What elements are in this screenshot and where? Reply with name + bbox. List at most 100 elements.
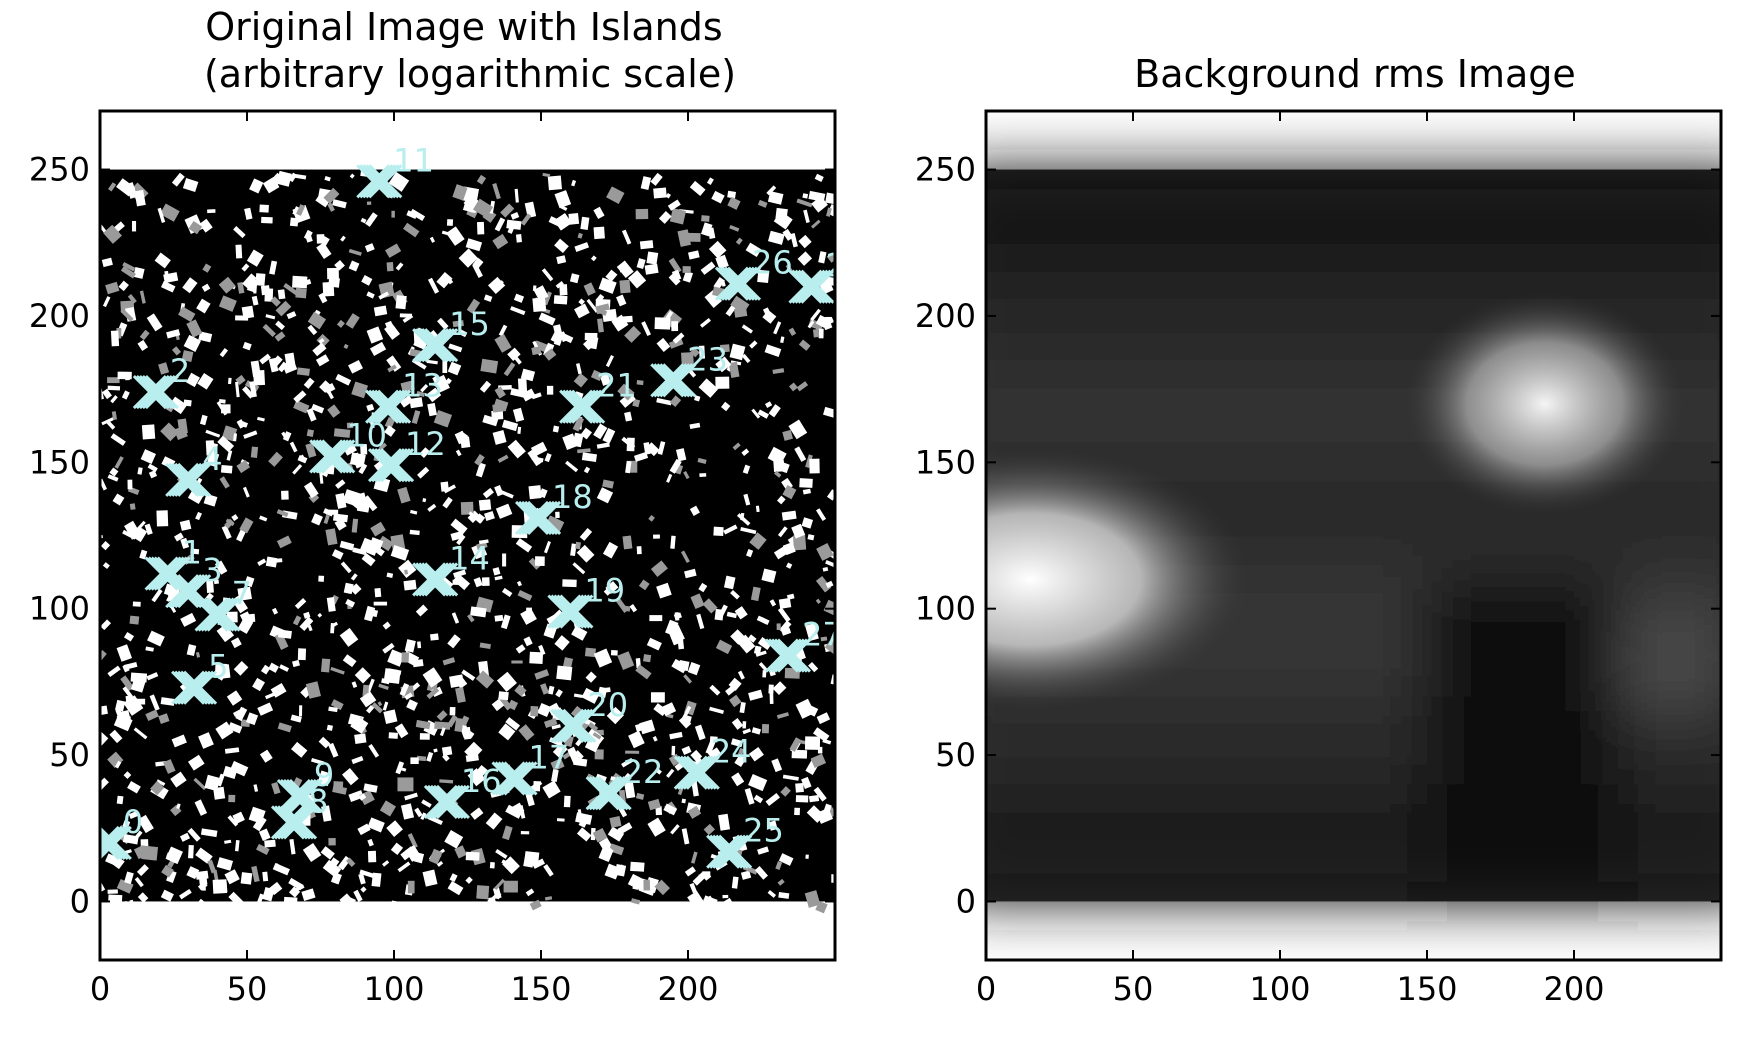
noise-speck bbox=[105, 281, 120, 295]
island-label: 0 bbox=[123, 803, 143, 841]
island-marker bbox=[150, 556, 185, 591]
island-marker bbox=[412, 562, 447, 597]
noise-speck bbox=[339, 540, 355, 551]
island-marker bbox=[367, 448, 403, 483]
island-25: 25 bbox=[706, 812, 784, 869]
noise-speck bbox=[646, 251, 659, 265]
noise-speck bbox=[543, 864, 554, 877]
noise-speck bbox=[122, 901, 132, 913]
noise-speck bbox=[311, 403, 325, 414]
noise-speck bbox=[805, 454, 813, 468]
island-marker bbox=[559, 594, 594, 629]
noise-speck bbox=[174, 532, 184, 542]
noise-speck bbox=[161, 864, 174, 878]
noise-speck bbox=[283, 283, 299, 296]
noise-speck bbox=[815, 508, 827, 522]
noise-speck bbox=[348, 260, 360, 272]
noise-speck bbox=[102, 296, 111, 308]
noise-speck bbox=[592, 732, 602, 740]
noise-speck bbox=[297, 648, 307, 661]
noise-speck bbox=[257, 558, 267, 566]
noise-speck bbox=[620, 315, 633, 323]
noise-speck bbox=[181, 350, 194, 362]
noise-speck bbox=[368, 744, 380, 758]
noise-speck bbox=[420, 812, 427, 821]
island-marker bbox=[559, 708, 594, 743]
noise-speck bbox=[689, 180, 706, 196]
noise-speck bbox=[294, 598, 307, 610]
noise-speck bbox=[809, 458, 820, 474]
island-marker bbox=[421, 562, 456, 597]
island-label: 13 bbox=[402, 367, 443, 405]
noise-speck bbox=[530, 706, 539, 717]
island-marker bbox=[503, 761, 538, 796]
noise-speck bbox=[621, 757, 634, 768]
noise-speck bbox=[741, 324, 753, 334]
noise-speck bbox=[343, 582, 354, 595]
noise-speck bbox=[572, 562, 586, 575]
noise-speck bbox=[727, 190, 737, 199]
noise-speck bbox=[476, 221, 485, 235]
noise-speck bbox=[400, 803, 415, 820]
island-label: 12 bbox=[405, 425, 446, 463]
noise-speck bbox=[689, 505, 700, 516]
noise-speck bbox=[754, 865, 768, 880]
noise-speck bbox=[335, 373, 352, 386]
island-marker bbox=[426, 784, 461, 819]
noise-speck bbox=[553, 334, 564, 346]
island-0: 0 bbox=[100, 803, 143, 860]
noise-speck bbox=[216, 857, 234, 871]
noise-speck bbox=[439, 727, 446, 737]
noise-speck bbox=[255, 273, 266, 286]
noise-speck bbox=[511, 660, 523, 664]
noise-speck bbox=[228, 377, 232, 385]
noise-speck bbox=[503, 362, 516, 377]
noise-speck bbox=[328, 706, 338, 713]
noise-speck bbox=[782, 485, 797, 500]
island-label: 2 bbox=[170, 352, 190, 390]
island-marker bbox=[585, 776, 620, 811]
noise-speck bbox=[825, 580, 834, 589]
noise-speck bbox=[369, 341, 387, 356]
island-19: 19 bbox=[547, 572, 625, 629]
noise-speck bbox=[768, 404, 781, 418]
noise-speck bbox=[387, 364, 397, 373]
noise-speck bbox=[217, 435, 235, 453]
island-marker bbox=[550, 594, 585, 629]
island-27: 27 bbox=[764, 616, 835, 673]
noise-speck bbox=[492, 403, 507, 413]
noise-speck bbox=[402, 314, 414, 323]
noise-speck bbox=[472, 764, 488, 781]
noise-speck bbox=[775, 207, 788, 221]
island-label: 17 bbox=[529, 738, 570, 776]
noise-speck bbox=[237, 281, 245, 294]
noise-speck bbox=[367, 850, 377, 863]
island-marker bbox=[412, 328, 447, 363]
noise-speck bbox=[259, 204, 269, 213]
island-marker bbox=[279, 778, 314, 814]
noise-speck bbox=[518, 724, 535, 741]
noise-speck bbox=[694, 395, 701, 402]
noise-speck bbox=[327, 267, 339, 280]
island-marker bbox=[559, 389, 594, 424]
noise-speck bbox=[552, 425, 560, 433]
noise-speck bbox=[319, 380, 332, 393]
noise-speck bbox=[776, 495, 786, 505]
noise-speck bbox=[709, 706, 724, 714]
noise-speck bbox=[260, 664, 271, 675]
noise-speck bbox=[159, 203, 180, 222]
noise-speck bbox=[128, 810, 140, 820]
noise-speck bbox=[782, 228, 794, 241]
noise-speck bbox=[350, 583, 362, 595]
island-marker bbox=[282, 778, 317, 814]
noise-speck bbox=[107, 385, 121, 391]
noise-speck bbox=[115, 699, 126, 712]
noise-speck bbox=[221, 425, 238, 442]
noise-speck bbox=[107, 665, 121, 677]
noise-speck bbox=[291, 173, 307, 180]
noise-speck bbox=[780, 336, 785, 344]
noise-speck bbox=[513, 293, 525, 303]
noise-speck bbox=[643, 879, 651, 891]
island-marker bbox=[791, 269, 826, 304]
